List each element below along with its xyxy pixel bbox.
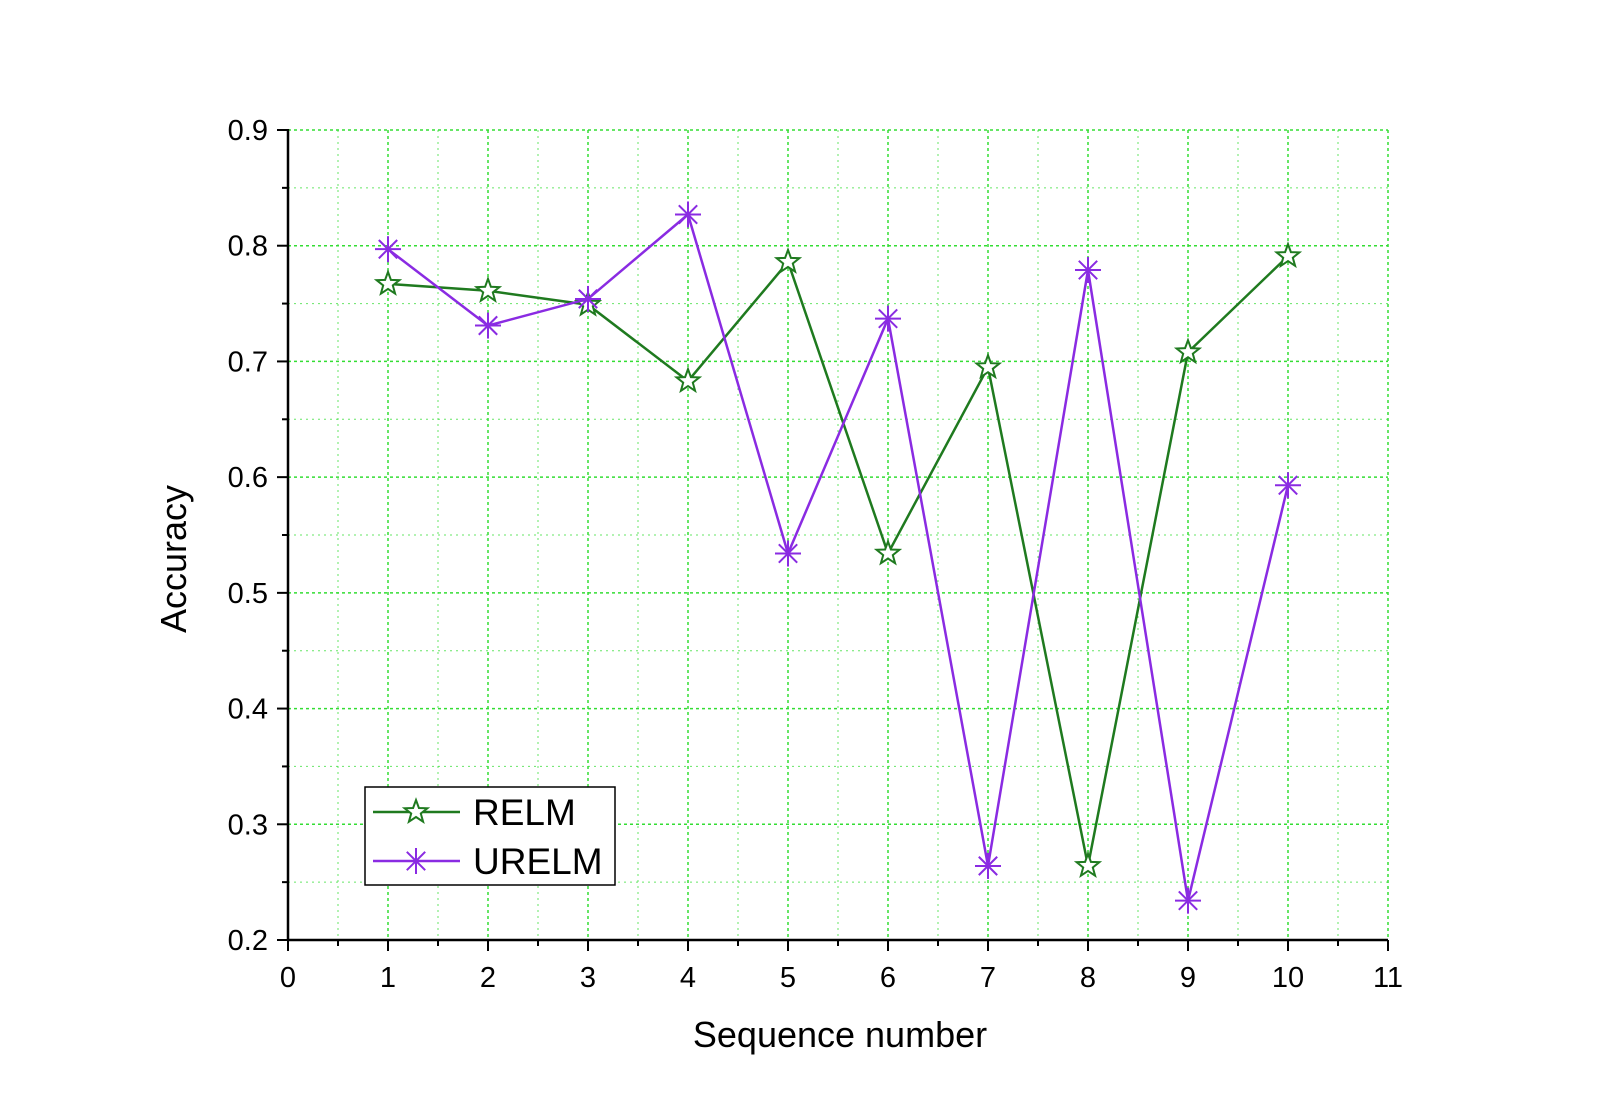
point-urelm	[875, 305, 901, 332]
y-tick-label: 0.4	[228, 694, 268, 726]
x-tick-label: 5	[780, 962, 796, 994]
point-urelm	[975, 852, 1001, 879]
series-line-relm	[387, 255, 1289, 867]
y-tick-label: 0.6	[228, 462, 268, 494]
x-tick-label: 9	[1180, 962, 1196, 994]
point-relm	[673, 366, 703, 394]
marker-stroke	[978, 856, 998, 876]
marker-stroke	[678, 204, 698, 225]
marker-stroke	[1278, 475, 1298, 496]
marker-stroke	[778, 543, 798, 564]
marker-stroke	[878, 308, 898, 329]
y-tick-label: 0.8	[228, 231, 268, 263]
x-tick-label: 4	[680, 962, 696, 994]
x-tick-label: 7	[980, 962, 996, 994]
x-tick-label: 0	[280, 962, 296, 994]
marker-stroke	[1078, 260, 1098, 280]
marker-stroke	[578, 289, 598, 309]
point-urelm	[1275, 472, 1301, 499]
marker-stroke	[478, 315, 498, 336]
point-urelm	[1175, 887, 1201, 914]
x-tick-label: 6	[880, 962, 896, 994]
x-tick-label: 1	[380, 962, 396, 994]
x-tick-label: 11	[1373, 962, 1403, 994]
x-axis-title: Sequence number	[693, 1014, 987, 1055]
axes: 0 1 2 3 4 5 6 7 8 9 10 11 0.2 0.3 0.4 0.5 0.6 0.7 0.8 0.9	[228, 115, 1403, 994]
y-axis-title: Accuracy	[153, 485, 194, 633]
grid	[288, 129, 1389, 940]
x-tick-label: 2	[480, 962, 496, 994]
y-tick-label: 0.3	[228, 809, 268, 841]
point-urelm	[475, 312, 501, 339]
legend-label-relm: RELM	[473, 792, 576, 833]
point-relm	[373, 268, 403, 296]
x-tick-label: 10	[1272, 962, 1304, 994]
legend-box	[364, 786, 616, 886]
point-relm	[1273, 241, 1303, 269]
point-urelm	[375, 236, 401, 263]
point-relm	[773, 246, 803, 274]
y-tick-label: 0.2	[228, 925, 268, 957]
point-relm	[873, 538, 903, 566]
point-urelm	[575, 285, 601, 312]
point-relm	[973, 352, 1003, 380]
x-tick-label: 8	[1080, 962, 1096, 994]
legend-marker-urelm	[403, 848, 429, 874]
point-relm	[1173, 337, 1203, 365]
x-tick-label: 3	[580, 962, 596, 994]
legend: RELM URELM	[364, 786, 616, 886]
point-relm	[1073, 850, 1103, 879]
marker-stroke	[378, 239, 398, 260]
series-layer	[373, 201, 1303, 914]
y-tick-label: 0.7	[228, 346, 268, 378]
point-urelm	[775, 540, 801, 567]
point-urelm	[1075, 257, 1101, 284]
legend-label-urelm: URELM	[473, 841, 603, 882]
point-urelm	[675, 201, 701, 228]
legend-marker-relm	[401, 797, 431, 825]
marker-stroke	[1178, 890, 1198, 911]
y-tick-label: 0.5	[228, 578, 268, 610]
series-line-urelm	[387, 212, 1290, 901]
y-tick-label: 0.9	[228, 115, 268, 147]
point-relm	[473, 275, 503, 303]
marker-stroke	[406, 851, 426, 871]
